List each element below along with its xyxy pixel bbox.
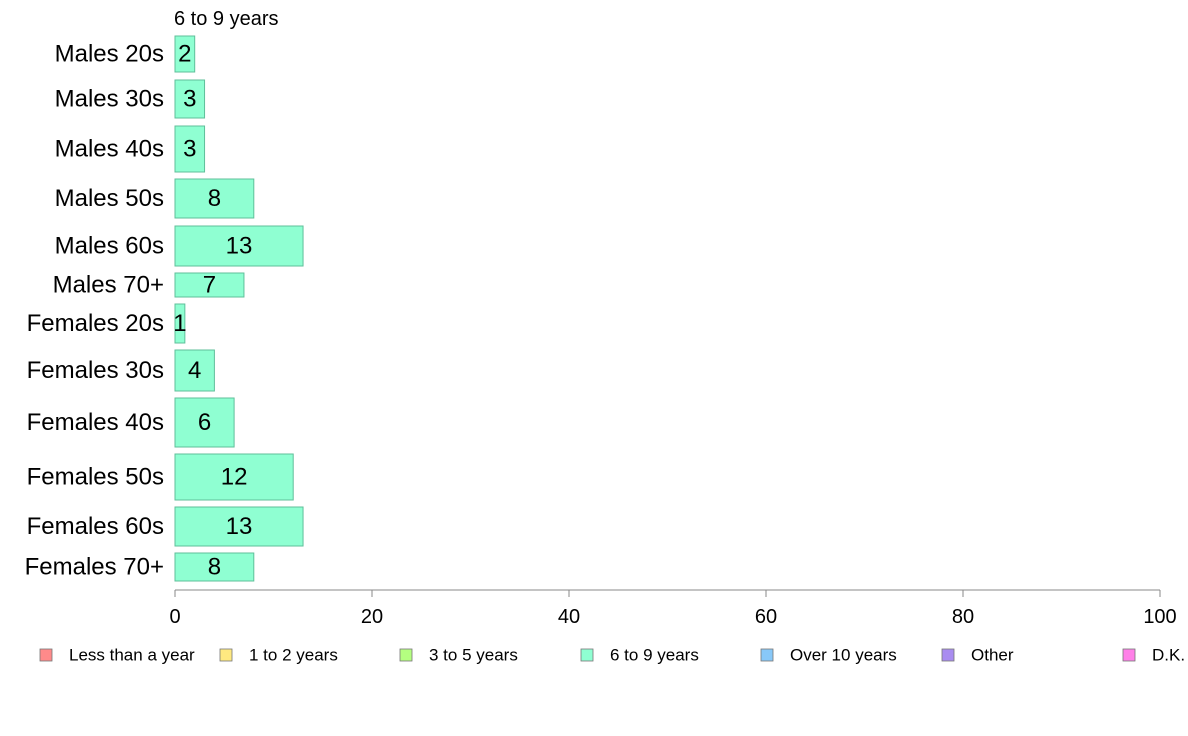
legend-label: D.K. xyxy=(1152,646,1185,665)
bar-value-label: 7 xyxy=(203,272,216,299)
bar xyxy=(174,178,255,219)
legend: Less than a year 1 to 2 years 3 to 5 years… xyxy=(39,646,1185,665)
bars-group: Males 20s 2 Males 30s 3 Males 40s 3 Males 50s 8… xyxy=(25,35,304,582)
bar xyxy=(174,552,255,582)
legend-label: 3 to 5 years xyxy=(429,646,518,665)
legend-item: Over 10 years xyxy=(760,646,897,665)
legend-swatch xyxy=(39,648,53,662)
bar-value-label: 4 xyxy=(188,357,201,384)
bar xyxy=(174,349,215,392)
bar xyxy=(174,125,206,173)
x-axis: 0 20 40 60 80 100 xyxy=(169,589,1177,628)
legend-item: Less than a year xyxy=(39,646,195,665)
category-label: Females 30s xyxy=(27,357,164,384)
bar-value-label: 12 xyxy=(221,464,248,491)
x-tick-label: 100 xyxy=(1143,606,1176,628)
legend-label: 1 to 2 years xyxy=(249,646,338,665)
x-tick-label: 40 xyxy=(558,606,580,628)
bar xyxy=(174,303,186,344)
legend-label: Less than a year xyxy=(69,646,195,665)
category-label: Females 20s xyxy=(27,310,164,337)
legend-swatch xyxy=(1122,648,1136,662)
bar xyxy=(174,397,235,448)
bar xyxy=(174,453,294,501)
x-tick-label: 80 xyxy=(952,606,974,628)
bar xyxy=(174,35,196,73)
bar-value-label: 8 xyxy=(208,554,221,581)
legend-label: 6 to 9 years xyxy=(610,646,699,665)
bar-value-label: 3 xyxy=(183,86,196,113)
bar xyxy=(174,506,304,547)
category-label: Males 40s xyxy=(55,136,164,163)
legend-item: 1 to 2 years xyxy=(219,646,338,665)
x-tick-label: 60 xyxy=(755,606,777,628)
x-tick-label: 0 xyxy=(169,606,180,628)
bar-value-label: 2 xyxy=(178,41,191,68)
bar-value-label: 13 xyxy=(226,233,253,260)
bar-value-label: 8 xyxy=(208,185,221,212)
legend-item: 3 to 5 years xyxy=(399,646,518,665)
bar-value-label: 13 xyxy=(226,513,253,540)
category-label: Females 50s xyxy=(27,464,164,491)
category-label: Females 40s xyxy=(27,409,164,436)
bar-value-label: 6 xyxy=(198,409,211,436)
legend-item: Other xyxy=(941,646,1014,665)
legend-swatch xyxy=(760,648,774,662)
legend-swatch xyxy=(941,648,955,662)
legend-swatch xyxy=(580,648,594,662)
bar-value-label: 1 xyxy=(173,310,186,337)
legend-item: D.K. xyxy=(1122,646,1185,665)
bar-value-label: 3 xyxy=(183,136,196,163)
legend-item: 6 to 9 years xyxy=(580,646,699,665)
category-label: Males 20s xyxy=(55,41,164,68)
bar xyxy=(174,272,245,298)
category-label: Females 70+ xyxy=(25,554,164,581)
series-title: 6 to 9 years xyxy=(174,8,279,30)
legend-label: Other xyxy=(971,646,1014,665)
category-label: Males 60s xyxy=(55,233,164,260)
category-label: Males 30s xyxy=(55,86,164,113)
legend-swatch xyxy=(399,648,413,662)
bar xyxy=(174,79,206,119)
bar xyxy=(174,225,304,267)
legend-swatch xyxy=(219,648,233,662)
category-label: Females 60s xyxy=(27,513,164,540)
x-tick-label: 20 xyxy=(361,606,383,628)
legend-label: Over 10 years xyxy=(790,646,897,665)
category-label: Males 70+ xyxy=(53,272,164,299)
category-label: Males 50s xyxy=(55,185,164,212)
